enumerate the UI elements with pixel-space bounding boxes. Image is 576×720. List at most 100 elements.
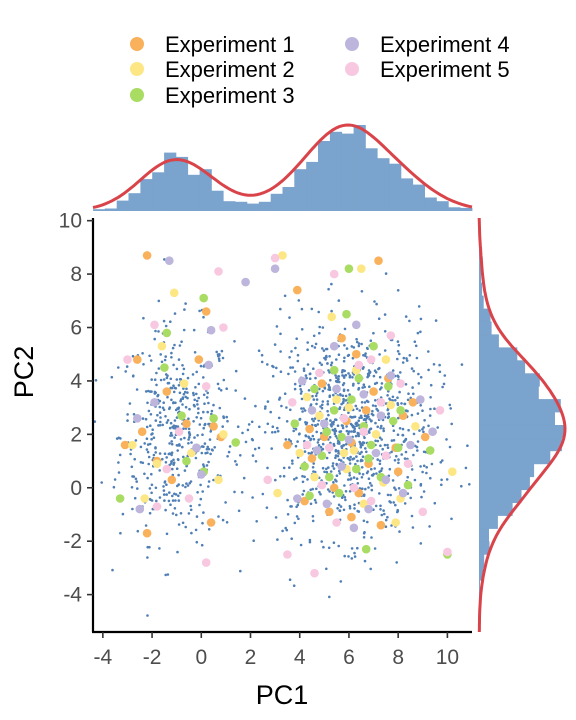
background-point (307, 435, 310, 439)
y-tick-label: -2 (63, 530, 82, 553)
background-point (320, 540, 324, 543)
experiment-4-point (133, 414, 142, 423)
background-point (182, 455, 185, 459)
background-point (279, 307, 282, 311)
background-point (353, 507, 356, 510)
background-point (337, 452, 340, 455)
background-point (202, 463, 205, 466)
background-point (427, 368, 430, 372)
y-histogram-bar (479, 269, 482, 284)
background-point (301, 480, 305, 484)
background-point (390, 439, 394, 442)
background-point (117, 366, 120, 369)
experiment-5-point (310, 568, 319, 578)
x-histogram-bar (294, 169, 307, 211)
background-point (236, 425, 240, 429)
experiment-1-point (305, 424, 314, 434)
background-point (288, 466, 291, 469)
background-point (197, 407, 200, 410)
experiment-3-point (305, 491, 314, 501)
background-point (119, 531, 122, 535)
background-point (376, 425, 380, 429)
background-point (111, 568, 114, 572)
background-point (176, 444, 180, 447)
experiment-3-point (352, 464, 361, 474)
experiment-3-point (115, 494, 125, 503)
background-point (334, 434, 338, 438)
background-point (306, 348, 309, 352)
background-point (161, 457, 164, 461)
background-point (254, 460, 258, 463)
background-point (328, 435, 332, 439)
background-point (396, 357, 399, 361)
background-point (366, 400, 370, 404)
background-point (429, 383, 433, 387)
background-point (185, 482, 188, 485)
experiment-2-point (386, 400, 396, 410)
background-point (285, 528, 289, 532)
background-point (404, 450, 408, 454)
background-point (292, 584, 296, 587)
background-point (180, 340, 183, 344)
background-point (450, 517, 453, 521)
background-point (183, 436, 186, 440)
background-point (322, 545, 325, 549)
background-point (178, 491, 182, 495)
background-point (370, 536, 373, 539)
legend-swatch (130, 62, 144, 76)
background-point (337, 353, 341, 357)
y-histogram-bar (479, 541, 490, 555)
background-point (190, 531, 193, 535)
background-point (375, 407, 379, 411)
background-point (342, 397, 345, 401)
x-density-curve (92, 123, 473, 209)
background-point (360, 342, 363, 346)
background-point (395, 561, 399, 564)
background-point (404, 315, 408, 318)
background-point (181, 372, 185, 376)
experiment-2-point (411, 422, 420, 431)
background-point (464, 466, 468, 470)
background-point (169, 386, 173, 390)
background-point (442, 382, 446, 386)
experiment-1-point (162, 387, 172, 396)
experiment-2-point (219, 430, 228, 439)
background-point (328, 595, 331, 599)
background-point (177, 494, 180, 498)
background-point (188, 407, 191, 411)
background-point (173, 492, 176, 496)
experiment-1-point (194, 355, 204, 364)
background-point (222, 415, 225, 418)
background-point (200, 451, 204, 455)
background-point (333, 427, 337, 431)
experiment-4-point (386, 371, 396, 380)
background-point (195, 540, 199, 544)
background-point (176, 458, 180, 461)
background-point (408, 354, 412, 357)
experiment-2-point (140, 494, 149, 503)
background-point (202, 393, 206, 397)
background-point (195, 399, 199, 403)
experiment-1-point (317, 379, 327, 388)
background-point (340, 370, 344, 374)
background-point (382, 427, 385, 430)
background-point (398, 427, 402, 430)
background-point (405, 359, 409, 362)
background-point (397, 461, 400, 465)
experiment-1-point (182, 419, 191, 429)
background-point (335, 418, 338, 422)
background-point (317, 310, 321, 314)
background-point (293, 387, 297, 391)
experiment-4-point (307, 406, 317, 415)
experiment-3-point (425, 446, 435, 455)
background-point (378, 375, 382, 379)
background-point (345, 425, 348, 428)
background-point (368, 431, 371, 434)
background-point (319, 405, 322, 408)
legend-label: Experiment 2 (165, 57, 295, 82)
background-point (184, 302, 187, 305)
background-point (260, 360, 264, 364)
background-point (342, 359, 346, 363)
background-point (364, 352, 367, 355)
experiment-4-point (428, 427, 437, 437)
